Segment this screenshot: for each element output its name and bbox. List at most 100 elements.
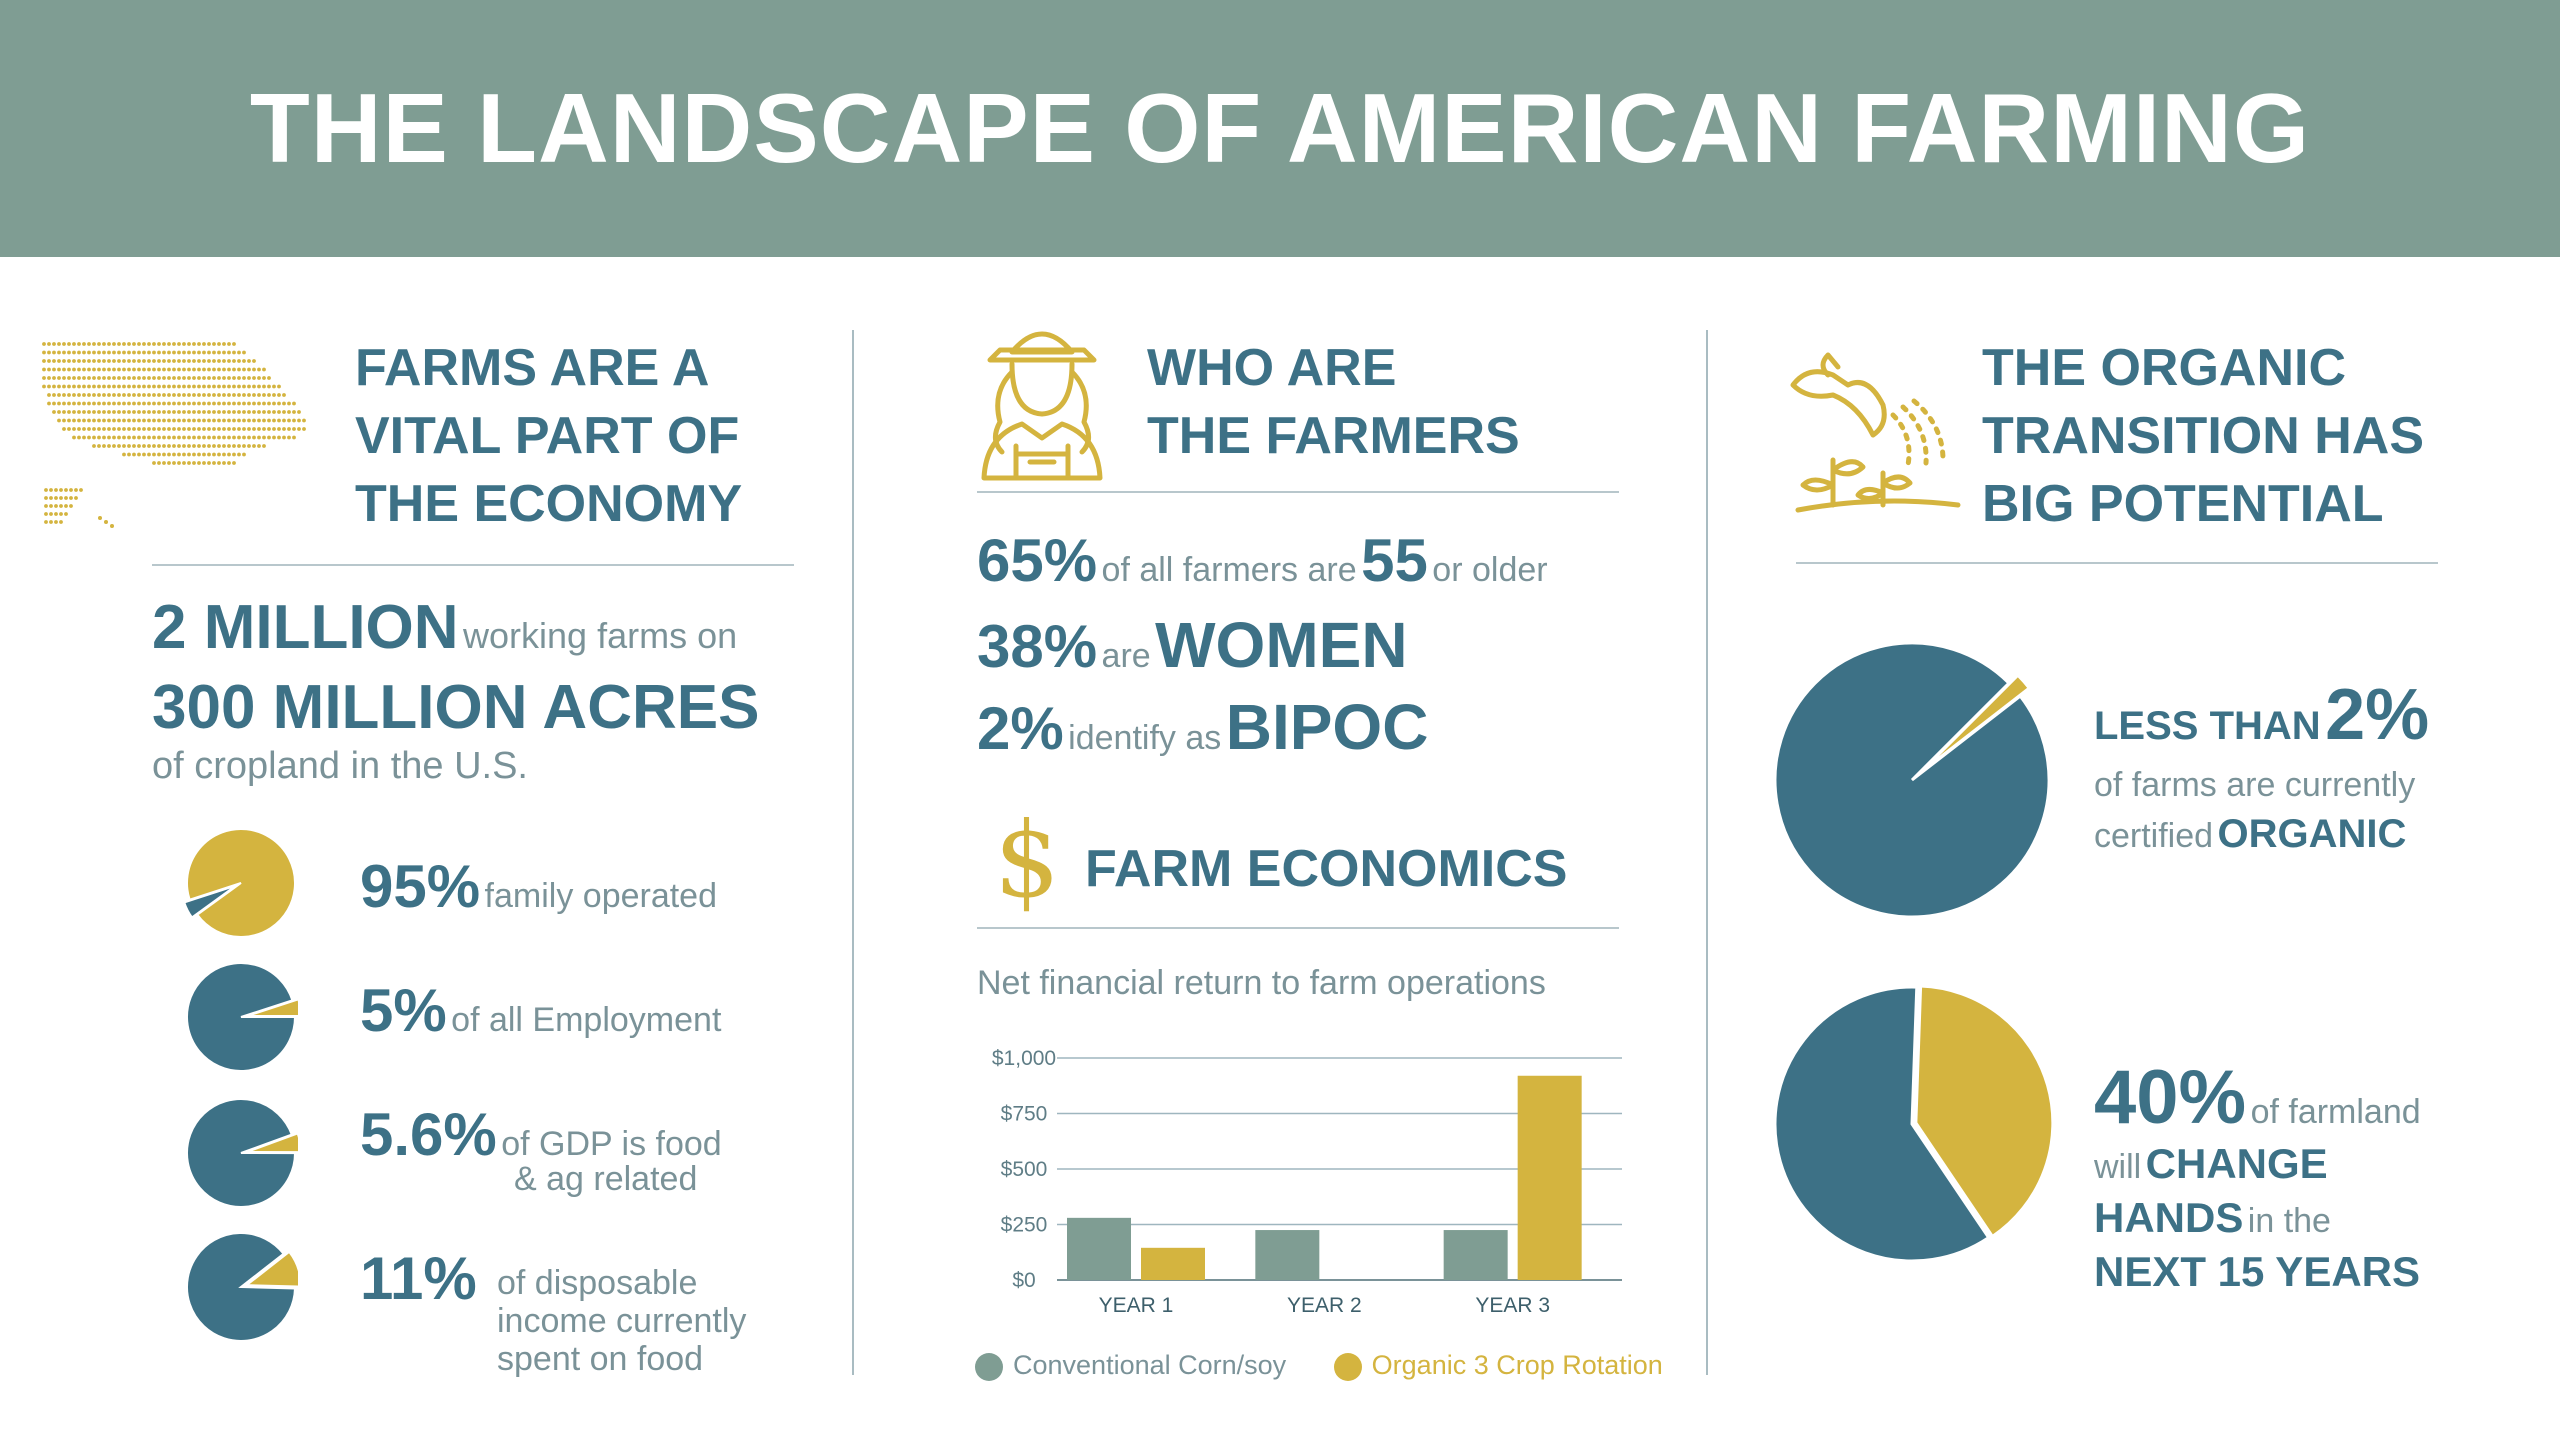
organic-title-line: BIG POTENTIAL bbox=[1982, 475, 2384, 533]
farmers-title: WHO ARE THE FARMERS bbox=[1147, 334, 1520, 470]
y-tick-label: $250 bbox=[1001, 1214, 1048, 1237]
economy-title-line: FARMS ARE A bbox=[355, 339, 710, 397]
farmland-stat-line: 40% of farmland bbox=[2094, 1054, 2421, 1141]
organic-stat-line: certified ORGANIC bbox=[2094, 812, 2406, 857]
stat-label: or older bbox=[1432, 551, 1548, 589]
pie-slice-other bbox=[184, 884, 237, 919]
economy-title: FARMS ARE A VITAL PART OF THE ECONOMY bbox=[355, 334, 742, 538]
column-divider bbox=[852, 330, 854, 1375]
sprouting-plants-watering-icon bbox=[1790, 352, 1961, 513]
farmers-title-line: THE FARMERS bbox=[1147, 407, 1520, 465]
legend-label: Conventional Corn/soy bbox=[1013, 1350, 1287, 1380]
bar-organic bbox=[1141, 1247, 1205, 1280]
stat-value: 2% bbox=[2325, 675, 2430, 755]
stat-label: & ag related bbox=[514, 1160, 698, 1198]
stat-label: spent on food bbox=[497, 1340, 704, 1378]
organic-title-line: TRANSITION HAS bbox=[1982, 407, 2424, 465]
employment-pie bbox=[186, 962, 298, 1072]
certified-organic-pie bbox=[1773, 641, 2051, 919]
column-divider bbox=[1706, 330, 1708, 1375]
stat-row: 11% bbox=[360, 1244, 477, 1313]
economics-title: FARM ECONOMICS bbox=[1085, 840, 1568, 898]
stat-emphasis: WOMEN bbox=[1155, 609, 1408, 681]
pie-slice-of bbox=[246, 998, 298, 1018]
farms-count-label: working farms on bbox=[463, 615, 738, 656]
pie-slice-of bbox=[246, 1132, 298, 1154]
stat-label: income currently bbox=[497, 1302, 747, 1340]
disposable-income-pie bbox=[186, 1232, 298, 1342]
y-tick-label: $750 bbox=[1001, 1103, 1048, 1126]
farmers-women-line: 38% are WOMEN bbox=[977, 608, 1408, 682]
pie-slice-family bbox=[186, 828, 296, 938]
organic-title: THE ORGANIC TRANSITION HAS BIG POTENTIAL bbox=[1982, 334, 2424, 538]
stat-label: of farms are currently bbox=[2094, 766, 2416, 804]
y-tick-label: $0 bbox=[1012, 1269, 1035, 1292]
economy-title-line: VITAL PART OF bbox=[355, 407, 740, 465]
section-divider bbox=[977, 491, 1619, 493]
page-header: THE LANDSCAPE OF AMERICAN FARMING bbox=[0, 0, 2560, 257]
stat-label: family operated bbox=[484, 877, 718, 915]
y-tick-label: $500 bbox=[1001, 1158, 1048, 1181]
net-return-bar-chart: $0 $250 $500 $750 $1,000 YEAR 1 YEAR 2 YEAR 3 bbox=[992, 1047, 1622, 1317]
stat-value: 5.6% bbox=[360, 1101, 497, 1168]
stat-label: of GDP is food bbox=[501, 1125, 722, 1163]
stat-label: certified bbox=[2094, 817, 2214, 855]
pie-slice-other bbox=[1773, 985, 1991, 1263]
bar-conventional bbox=[1067, 1217, 1131, 1280]
farmland-change-pie bbox=[1773, 984, 2052, 1263]
stat-emphasis: HANDS bbox=[2094, 1194, 2244, 1241]
pie-slice-farmland bbox=[1914, 984, 2052, 1239]
y-tick-label: $1,000 bbox=[992, 1047, 1056, 1070]
bar-organic bbox=[1517, 1075, 1582, 1280]
stat-value: 11% bbox=[360, 1245, 477, 1312]
stat-label: identify as bbox=[1068, 719, 1222, 757]
stat-emphasis: BIPOC bbox=[1225, 691, 1429, 763]
stat-label-block: of disposable income currently spent on … bbox=[497, 1264, 746, 1378]
page-title: THE LANDSCAPE OF AMERICAN FARMING bbox=[249, 73, 2311, 183]
stat-label: of disposable bbox=[497, 1264, 698, 1302]
stat-label: in the bbox=[2247, 1202, 2331, 1240]
farmers-title-line: WHO ARE bbox=[1147, 339, 1397, 397]
chart-legend: Conventional Corn/soy Organic 3 Crop Rot… bbox=[975, 1350, 1663, 1381]
stat-value: 2% bbox=[977, 695, 1064, 762]
section-divider bbox=[1796, 562, 2438, 564]
farms-count: 2 MILLION bbox=[152, 593, 459, 662]
stat-value: 40% bbox=[2094, 1055, 2247, 1140]
family-operated-pie bbox=[184, 828, 296, 938]
farmland-stat-line: HANDS in the bbox=[2094, 1194, 2331, 1242]
stat-label: of all farmers are bbox=[1101, 551, 1357, 589]
stat-row: 5% of all Employment bbox=[360, 976, 721, 1045]
stat-row: 95% family operated bbox=[360, 852, 717, 921]
pie-slice-other bbox=[186, 1098, 297, 1209]
legend-swatch-conventional bbox=[975, 1352, 1003, 1381]
gdp-pie bbox=[186, 1098, 298, 1209]
farms-count-line: 2 MILLION working farms on bbox=[152, 592, 737, 663]
organic-title-line: THE ORGANIC bbox=[1982, 339, 2346, 397]
legend-swatch-organic bbox=[1333, 1352, 1362, 1381]
stat-emphasis: ORGANIC bbox=[2217, 812, 2407, 856]
stat-value: 55 bbox=[1361, 527, 1428, 594]
stat-value: 5% bbox=[360, 977, 447, 1044]
stat-value: 95% bbox=[360, 853, 481, 920]
x-tick-label: YEAR 1 bbox=[1099, 1294, 1174, 1317]
chart-subtitle: Net financial return to farm operations bbox=[977, 964, 1546, 1002]
pie-slice-of bbox=[243, 1250, 298, 1288]
farmland-stat-line: will CHANGE bbox=[2094, 1140, 2328, 1188]
pie-slice-other bbox=[1773, 641, 2051, 919]
acres-label: of cropland in the U.S. bbox=[152, 745, 528, 787]
organic-stat-line: LESS THAN 2% bbox=[2094, 674, 2429, 756]
stat-label: will bbox=[2094, 1148, 2142, 1186]
legend-label: Organic 3 Crop Rotation bbox=[1371, 1350, 1663, 1380]
farmers-bipoc-line: 2% identify as BIPOC bbox=[977, 690, 1428, 764]
usa-dot-map-icon bbox=[42, 342, 306, 528]
stat-label: LESS THAN bbox=[2094, 704, 2321, 748]
dollar-sign-icon: $ bbox=[994, 799, 1061, 921]
x-tick-label: YEAR 3 bbox=[1475, 1294, 1550, 1317]
stat-emphasis: CHANGE bbox=[2145, 1140, 2328, 1187]
pie-slice-other bbox=[186, 962, 297, 1072]
pie-slice-certified bbox=[1919, 673, 2032, 774]
x-tick-label: YEAR 2 bbox=[1287, 1294, 1362, 1317]
pie-slice-other bbox=[186, 1232, 297, 1342]
bar-conventional bbox=[1443, 1230, 1508, 1280]
stat-value: 38% bbox=[977, 613, 1098, 680]
